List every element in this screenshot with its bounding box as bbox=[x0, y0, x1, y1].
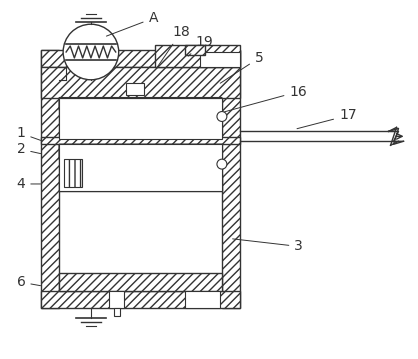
Text: A: A bbox=[107, 11, 158, 36]
Bar bbox=[41, 50, 240, 67]
Bar bbox=[59, 273, 222, 291]
Polygon shape bbox=[59, 144, 222, 174]
Circle shape bbox=[217, 159, 227, 169]
Text: 1: 1 bbox=[16, 126, 41, 140]
Bar bbox=[59, 144, 222, 191]
Text: 6: 6 bbox=[16, 275, 41, 289]
Bar bbox=[59, 174, 222, 191]
Circle shape bbox=[63, 24, 119, 80]
Text: 3: 3 bbox=[232, 239, 303, 253]
Bar bbox=[41, 137, 240, 144]
Bar bbox=[185, 291, 220, 308]
Text: 16: 16 bbox=[224, 85, 307, 112]
Bar bbox=[200, 52, 240, 67]
Text: 18: 18 bbox=[157, 25, 190, 67]
Bar bbox=[114, 308, 120, 316]
Circle shape bbox=[217, 112, 227, 121]
Bar bbox=[185, 45, 205, 55]
Text: 5: 5 bbox=[220, 51, 263, 83]
Polygon shape bbox=[59, 98, 222, 125]
Bar bbox=[155, 45, 240, 67]
Bar bbox=[41, 50, 59, 308]
Bar bbox=[41, 291, 240, 308]
Text: 2: 2 bbox=[16, 142, 41, 156]
Text: 17: 17 bbox=[297, 108, 357, 129]
Bar bbox=[109, 291, 124, 308]
Bar bbox=[126, 83, 143, 95]
Bar bbox=[64, 159, 82, 187]
Text: 4: 4 bbox=[16, 177, 41, 191]
Text: 19: 19 bbox=[188, 35, 213, 56]
Bar bbox=[41, 67, 240, 98]
Bar bbox=[222, 50, 240, 308]
Bar bbox=[59, 98, 222, 139]
